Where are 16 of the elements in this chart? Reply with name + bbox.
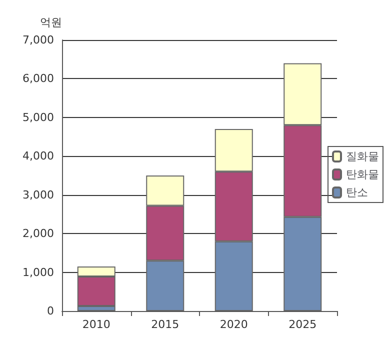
y-tick-label: 6,000 xyxy=(22,72,54,86)
x-tick-label: 2015 xyxy=(151,318,180,331)
x-tick-label: 2020 xyxy=(220,318,248,331)
legend-label: 탄화물 xyxy=(346,168,379,181)
y-tick-label: 5,000 xyxy=(22,110,54,124)
y-axis-title: 억원 xyxy=(40,16,62,29)
y-tick-label: 0 xyxy=(47,304,54,318)
y-tick-label: 4,000 xyxy=(22,150,54,163)
x-tick-label: 2025 xyxy=(288,318,317,331)
y-tick-label: 1,000 xyxy=(22,266,54,279)
legend-label: 탄소 xyxy=(346,186,368,199)
y-tick-label: 2,000 xyxy=(22,227,54,240)
y-tick-label: 3,000 xyxy=(22,188,54,202)
y-tick-label: 7,000 xyxy=(22,34,54,46)
legend-label: 질화물 xyxy=(346,150,379,163)
x-tick-label: 2010 xyxy=(82,318,110,331)
